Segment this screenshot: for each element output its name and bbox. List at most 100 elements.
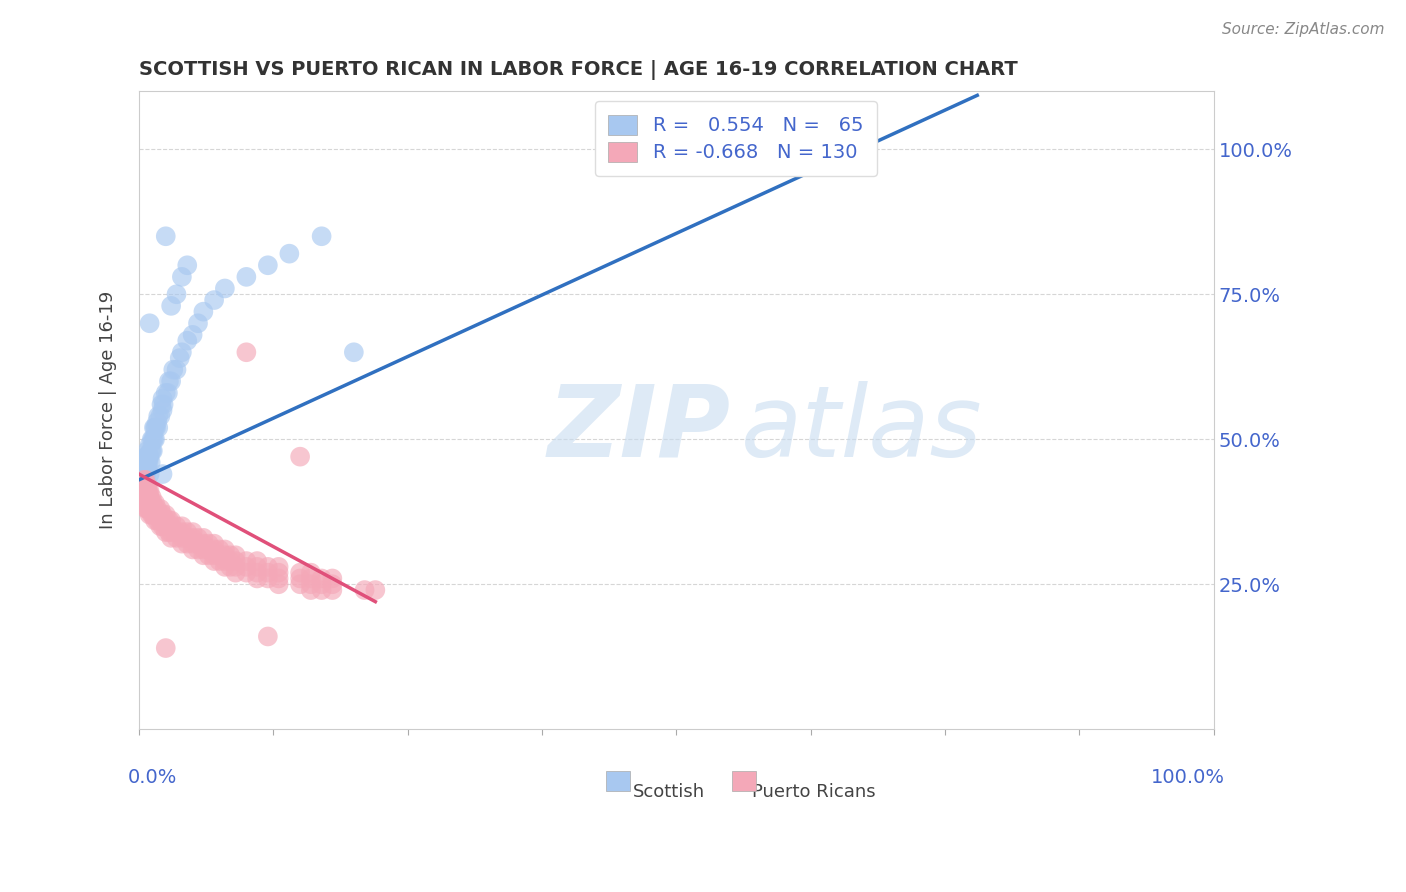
Point	[148, 409, 170, 423]
Point	[235, 554, 257, 568]
Point	[170, 345, 193, 359]
Point	[152, 467, 174, 481]
Point	[181, 524, 204, 539]
Point	[155, 229, 177, 244]
Point	[134, 484, 156, 499]
Point	[187, 536, 209, 550]
Point	[155, 508, 177, 522]
Text: ZIP: ZIP	[547, 381, 730, 478]
FancyBboxPatch shape	[733, 772, 756, 790]
Point	[160, 519, 183, 533]
Point	[136, 455, 159, 469]
Text: Scottish: Scottish	[633, 783, 706, 802]
Legend: R =   0.554   N =   65, R = -0.668   N = 130: R = 0.554 N = 65, R = -0.668 N = 130	[595, 101, 877, 176]
Point	[257, 258, 280, 272]
Point	[134, 490, 156, 504]
Point	[135, 501, 157, 516]
Text: atlas: atlas	[741, 381, 983, 478]
Point	[202, 536, 225, 550]
Point	[142, 508, 165, 522]
Point	[138, 467, 160, 481]
Point	[155, 641, 177, 656]
Point	[157, 524, 180, 539]
Point	[136, 443, 159, 458]
Point	[141, 490, 163, 504]
Point	[134, 461, 156, 475]
Point	[155, 524, 177, 539]
Point	[138, 484, 160, 499]
Point	[135, 450, 157, 464]
Point	[138, 508, 160, 522]
Point	[288, 566, 311, 580]
Point	[202, 542, 225, 557]
Point	[134, 455, 156, 469]
Point	[208, 554, 231, 568]
Point	[214, 554, 236, 568]
Point	[246, 559, 269, 574]
Point	[181, 531, 204, 545]
Point	[202, 554, 225, 568]
Point	[134, 478, 156, 492]
Point	[187, 542, 209, 557]
Point	[257, 630, 280, 644]
Point	[246, 571, 269, 585]
Point	[225, 548, 247, 562]
Point	[235, 559, 257, 574]
Point	[135, 478, 157, 492]
Point	[181, 327, 204, 342]
Point	[170, 269, 193, 284]
Y-axis label: In Labor Force | Age 16-19: In Labor Force | Age 16-19	[100, 291, 117, 529]
Point	[141, 432, 163, 446]
Point	[134, 478, 156, 492]
Text: Puerto Ricans: Puerto Ricans	[752, 783, 875, 802]
Point	[145, 420, 167, 434]
Point	[138, 450, 160, 464]
Point	[134, 473, 156, 487]
Point	[152, 508, 174, 522]
Point	[208, 542, 231, 557]
Point	[176, 334, 198, 348]
Point	[267, 571, 290, 585]
Point	[155, 385, 177, 400]
Text: 0.0%: 0.0%	[128, 767, 177, 787]
Point	[134, 473, 156, 487]
Point	[187, 531, 209, 545]
Point	[142, 496, 165, 510]
Point	[343, 345, 366, 359]
Point	[181, 536, 204, 550]
Point	[267, 559, 290, 574]
Point	[149, 501, 172, 516]
Point	[134, 496, 156, 510]
Point	[134, 455, 156, 469]
Point	[193, 548, 215, 562]
Point	[134, 473, 156, 487]
Point	[142, 432, 165, 446]
Point	[193, 542, 215, 557]
Point	[187, 316, 209, 330]
Point	[146, 513, 169, 527]
Point	[135, 496, 157, 510]
Point	[138, 490, 160, 504]
Point	[278, 246, 301, 260]
Point	[142, 443, 165, 458]
Point	[135, 467, 157, 481]
Point	[311, 229, 333, 244]
Point	[134, 496, 156, 510]
Point	[170, 524, 193, 539]
Point	[288, 450, 311, 464]
Point	[142, 420, 165, 434]
Point	[299, 577, 322, 591]
Point	[176, 524, 198, 539]
Point	[160, 299, 183, 313]
Point	[141, 496, 163, 510]
Point	[152, 513, 174, 527]
Point	[208, 548, 231, 562]
Point	[299, 571, 322, 585]
Point	[257, 571, 280, 585]
Point	[141, 501, 163, 516]
Point	[257, 559, 280, 574]
Point	[149, 519, 172, 533]
Point	[214, 559, 236, 574]
Point	[141, 443, 163, 458]
Point	[135, 490, 157, 504]
